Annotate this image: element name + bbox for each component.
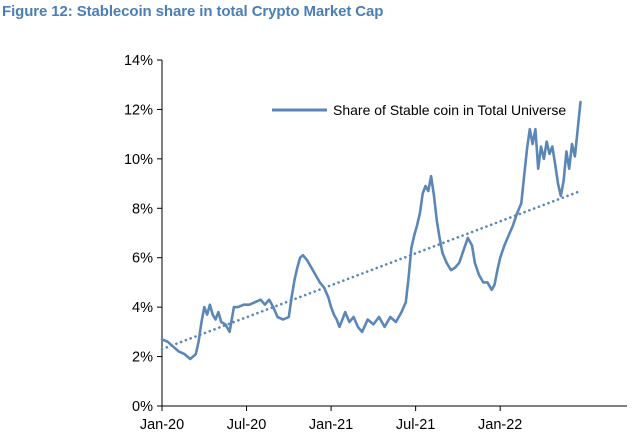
legend-label: Share of Stable coin in Total Universe [333,102,566,118]
x-tick-label: Jan-22 [478,417,522,433]
x-tick-label: Jan-21 [309,417,353,433]
y-axis: 0% 2% 4% 6% 8% 10% 12% 14% [124,53,163,415]
x-tick-label: Jul-21 [396,417,436,433]
y-tick-label: 0% [132,399,153,415]
y-tick-label: 8% [132,201,153,217]
y-tick-label: 10% [124,152,153,168]
x-axis: Jan-20 Jul-20 Jan-21 Jul-21 Jan-22 [140,405,627,433]
trend-line [160,189,582,351]
x-tick-label: Jan-20 [140,417,184,433]
y-tick-label: 12% [124,102,153,118]
y-tick-label: 2% [132,350,153,366]
y-tick-label: 6% [132,251,153,267]
legend: Share of Stable coin in Total Universe [272,102,566,118]
series-line-stablecoin-share [160,100,582,361]
plot-area [160,100,582,361]
y-tick-label: 4% [132,300,153,316]
x-tick-label: Jul-20 [227,417,267,433]
y-tick-label: 14% [124,53,153,69]
figure-title: Figure 12: Stablecoin share in total Cry… [2,3,384,20]
